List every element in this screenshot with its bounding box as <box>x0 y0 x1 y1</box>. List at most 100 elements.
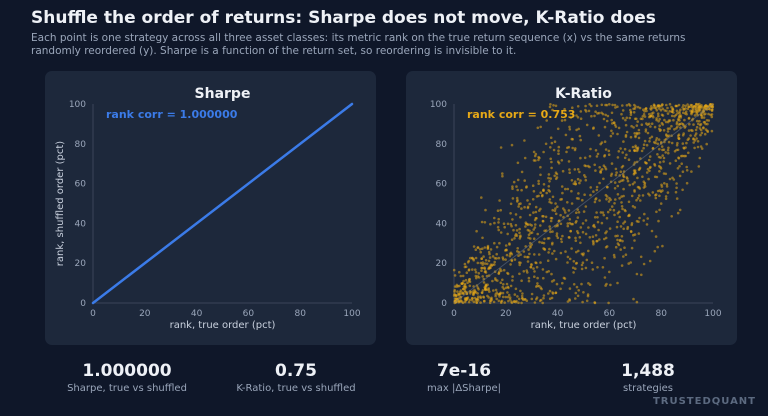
scatter-point <box>682 107 686 111</box>
scatter-point <box>577 249 580 253</box>
scatter-point <box>550 166 553 170</box>
page-title: Shuffle the order of returns: Sharpe doe… <box>31 8 656 28</box>
scatter-point <box>463 284 467 287</box>
scatter-point <box>519 234 522 237</box>
scatter-point <box>519 289 522 293</box>
scatter-point <box>666 191 670 194</box>
scatter-point <box>642 113 646 116</box>
scatter-point <box>642 219 645 222</box>
scatter-point <box>483 221 487 224</box>
scatter-point <box>511 279 514 282</box>
scatter-point <box>600 168 604 171</box>
scatter-point <box>570 137 574 141</box>
scatter-point <box>550 160 553 164</box>
scatter-point <box>655 117 658 120</box>
scatter-point <box>596 220 600 224</box>
scatter-point <box>531 184 535 187</box>
scatter-point <box>568 168 571 171</box>
scatter-point <box>671 107 675 110</box>
scatter-point <box>650 229 654 233</box>
scatter-point <box>616 242 620 245</box>
scatter-point <box>554 212 558 216</box>
scatter-point <box>516 178 520 182</box>
scatter-point <box>681 134 685 137</box>
scatter-point <box>628 104 632 107</box>
scatter-point <box>513 293 517 296</box>
scatter-point <box>645 171 649 174</box>
scatter-point <box>518 272 521 276</box>
scatter-point <box>613 187 617 190</box>
y-tick-label: 60 <box>75 180 87 190</box>
scatter-point <box>688 122 691 126</box>
scatter-point <box>579 138 582 142</box>
scatter-point <box>670 141 674 145</box>
scatter-point <box>482 299 486 303</box>
scatter-point <box>606 210 610 214</box>
scatter-point <box>493 216 496 220</box>
scatter-point <box>633 239 636 242</box>
scatter-point <box>684 104 687 108</box>
scatter-point <box>474 268 477 271</box>
scatter-point <box>629 111 633 114</box>
scatter-point <box>554 291 557 295</box>
scatter-point <box>478 248 482 251</box>
scatter-point <box>541 219 545 223</box>
scatter-point <box>539 173 542 177</box>
scatter-point <box>533 301 537 304</box>
scatter-point <box>548 105 552 109</box>
scatter-point <box>648 112 651 116</box>
scatter-point <box>703 120 707 124</box>
scatter-point <box>645 143 649 147</box>
scatter-point <box>685 181 689 185</box>
scatter-point <box>599 171 603 174</box>
scatter-point <box>509 284 513 288</box>
scatter-point <box>547 292 550 295</box>
scatter-point <box>696 145 700 149</box>
scatter-point <box>675 109 679 113</box>
scatter-point <box>528 202 531 206</box>
scatter-point <box>604 284 607 287</box>
x-axis-label: rank, true order (pct) <box>531 320 637 331</box>
scatter-point <box>686 107 690 111</box>
scatter-point <box>635 117 638 121</box>
scatter-point <box>540 287 543 291</box>
scatter-point <box>568 287 572 290</box>
scatter-point <box>560 185 564 188</box>
scatter-point <box>681 188 684 192</box>
scatter-point <box>636 148 639 151</box>
stat-strategies: 1,488 strategies <box>558 361 738 394</box>
scatter-point <box>656 142 660 146</box>
scatter-point <box>528 229 531 233</box>
scatter-point <box>570 189 573 193</box>
scatter-point <box>560 240 563 244</box>
scatter-point <box>608 227 612 230</box>
scatter-point <box>694 105 698 109</box>
scatter-point <box>652 111 655 114</box>
scatter-point <box>627 200 631 204</box>
scatter-point <box>547 173 551 176</box>
scatter-point <box>462 292 465 296</box>
scatter-point <box>653 125 657 129</box>
scatter-point <box>696 140 700 143</box>
scatter-point <box>632 126 635 129</box>
scatter-point <box>532 211 535 214</box>
scatter-point <box>598 181 601 185</box>
scatter-point <box>673 128 676 131</box>
scatter-point <box>519 202 522 205</box>
scatter-point <box>692 123 695 126</box>
scatter-point <box>576 216 580 219</box>
scatter-point <box>501 256 505 259</box>
scatter-point <box>602 117 606 121</box>
scatter-point <box>664 120 668 124</box>
scatter-point <box>635 131 639 135</box>
scatter-point <box>542 215 545 218</box>
scatter-point <box>522 298 525 302</box>
scatter-point <box>518 227 521 231</box>
scatter-point <box>621 164 625 168</box>
scatter-point <box>604 103 607 107</box>
scatter-point <box>677 157 681 160</box>
scatter-point <box>556 160 560 163</box>
scatter-point <box>616 234 619 238</box>
scatter-point <box>655 210 658 214</box>
scatter-point <box>578 236 582 239</box>
